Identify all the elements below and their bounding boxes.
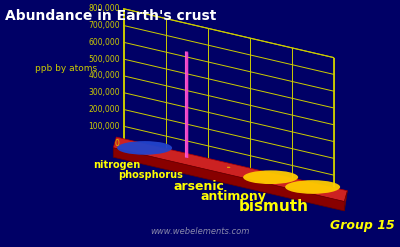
Polygon shape [344, 191, 347, 211]
Text: bismuth: bismuth [239, 200, 309, 214]
Text: 400,000: 400,000 [88, 71, 120, 80]
Text: 0: 0 [115, 139, 120, 147]
Polygon shape [227, 167, 230, 168]
Polygon shape [124, 9, 334, 192]
Ellipse shape [117, 141, 172, 155]
Text: www.webelements.com: www.webelements.com [150, 227, 250, 236]
Ellipse shape [243, 170, 298, 184]
Ellipse shape [227, 167, 230, 168]
Text: 200,000: 200,000 [88, 105, 120, 114]
Ellipse shape [285, 180, 340, 194]
Text: 300,000: 300,000 [88, 88, 120, 97]
Text: 700,000: 700,000 [88, 21, 120, 30]
Text: 100,000: 100,000 [88, 122, 120, 131]
Text: nitrogen: nitrogen [94, 160, 141, 170]
Text: ppb by atoms: ppb by atoms [35, 64, 97, 73]
Polygon shape [185, 52, 188, 158]
Text: Abundance in Earth's crust: Abundance in Earth's crust [5, 9, 216, 23]
Text: 800,000: 800,000 [88, 4, 120, 13]
Polygon shape [113, 137, 347, 202]
Text: 600,000: 600,000 [88, 38, 120, 47]
Text: 500,000: 500,000 [88, 55, 120, 63]
Ellipse shape [185, 157, 188, 158]
Text: Group 15: Group 15 [330, 220, 395, 232]
Text: antimony: antimony [201, 190, 267, 203]
Text: arsenic: arsenic [174, 180, 225, 193]
Text: phosphorus: phosphorus [118, 170, 183, 180]
Polygon shape [113, 148, 344, 211]
